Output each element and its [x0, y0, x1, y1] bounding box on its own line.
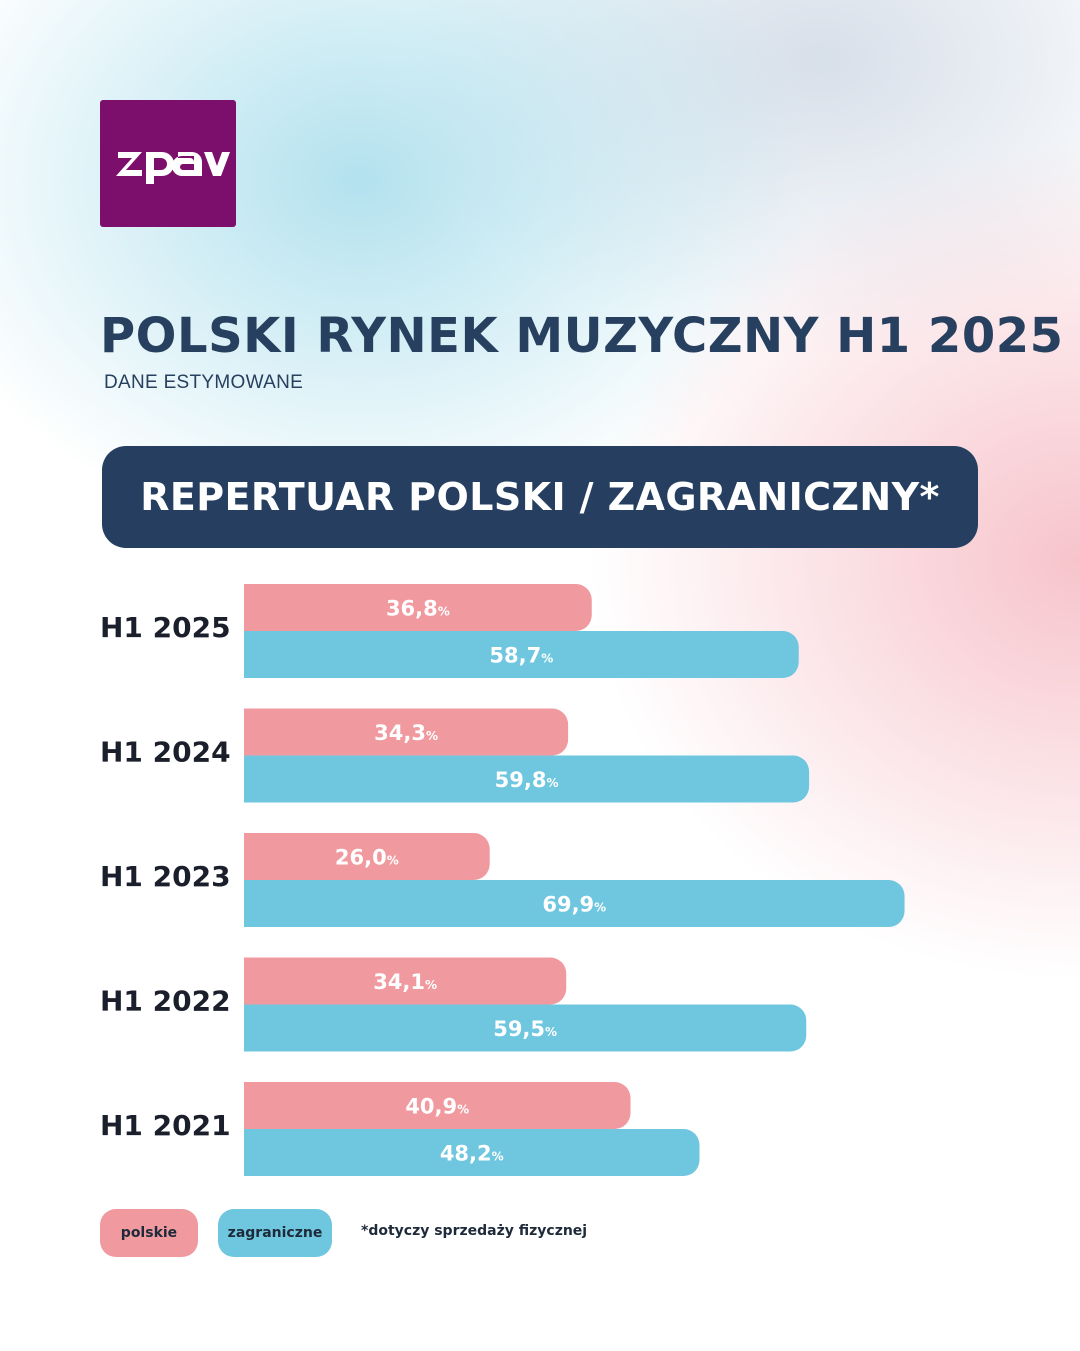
zpav-logo-mark — [116, 152, 230, 184]
data-label: 59,8% — [495, 768, 559, 792]
banner-text: REPERTUAR POLSKI / ZAGRANICZNY* — [140, 475, 940, 519]
category-label: H1 2024 — [100, 736, 231, 769]
data-label: 69,9% — [542, 893, 606, 917]
data-label: 34,3% — [374, 721, 438, 745]
category-label: H1 2022 — [100, 985, 231, 1018]
bar-foreign — [244, 1004, 807, 1052]
data-label: 58,7% — [489, 644, 553, 668]
legend-foreign: zagraniczne — [218, 1209, 332, 1257]
bar-foreign — [244, 880, 905, 927]
bar-polish — [244, 957, 567, 1005]
legend-polish-label: polskie — [120, 1225, 178, 1241]
legend-polish: polskie — [100, 1209, 198, 1257]
data-label: 48,2% — [440, 1142, 504, 1166]
chart-banner: REPERTUAR POLSKI / ZAGRANICZNY* — [102, 446, 978, 548]
bar-foreign — [244, 631, 799, 678]
category-label: H1 2025 — [100, 611, 231, 644]
data-label: 26,0% — [335, 846, 399, 870]
page-subtitle: DANE ESTYMOWANE — [104, 372, 304, 393]
bar-polish — [244, 1082, 631, 1129]
bar-polish — [244, 708, 569, 756]
page-title: POLSKI RYNEK MUZYCZNY H1 2025 — [100, 308, 1064, 364]
data-label: 36,8% — [386, 597, 450, 621]
category-label: H1 2023 — [100, 860, 231, 893]
bar-polish — [244, 833, 490, 880]
category-label: H1 2021 — [100, 1109, 231, 1142]
data-label: 34,1% — [373, 970, 437, 994]
bar-foreign — [244, 1129, 700, 1176]
data-label: 59,5% — [493, 1017, 557, 1041]
data-label: 40,9% — [405, 1095, 469, 1119]
bar-foreign — [244, 755, 810, 803]
bar-polish — [244, 584, 592, 631]
legend-foreign-label: zagraniczne — [227, 1225, 323, 1241]
zpav-logo — [100, 100, 236, 227]
footnote: *dotyczy sprzedaży fizycznej — [361, 1223, 588, 1239]
